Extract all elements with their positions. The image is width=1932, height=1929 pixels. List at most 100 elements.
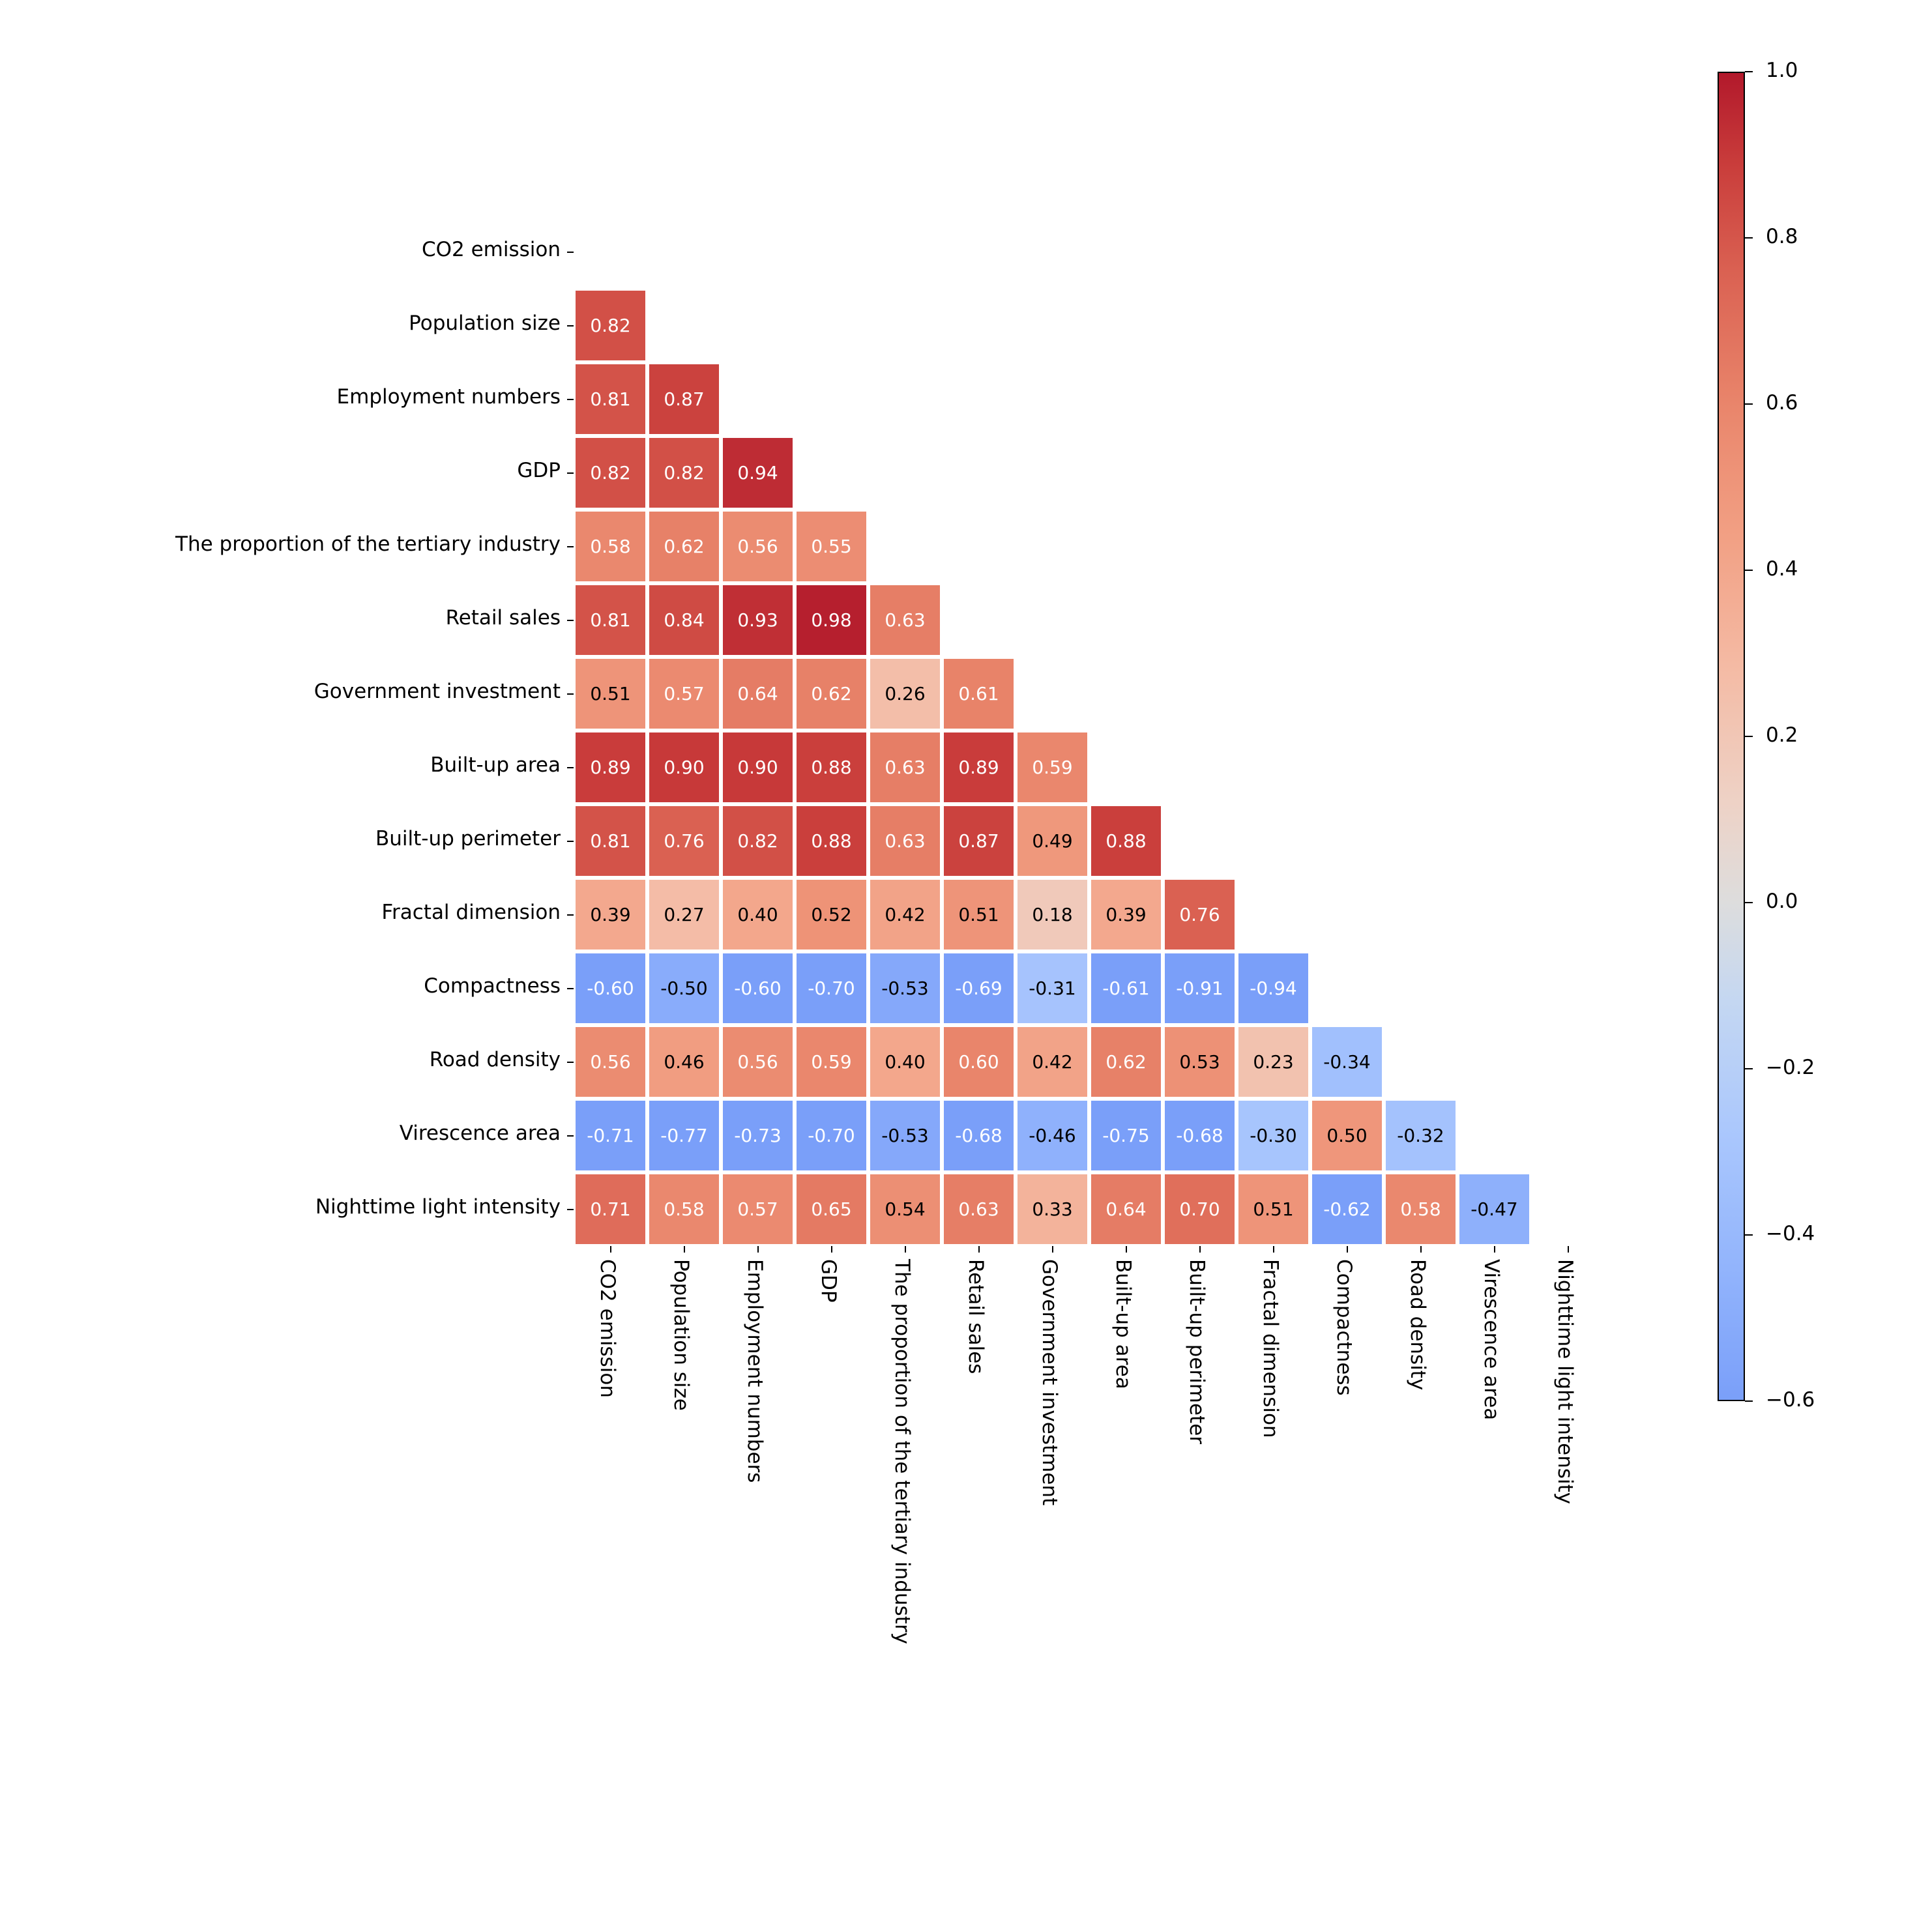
heatmap-cell-value: 0.39 xyxy=(1105,904,1146,925)
heatmap-cell-value: 0.26 xyxy=(885,683,925,704)
heatmap-cell-value: 0.90 xyxy=(664,757,704,778)
heatmap-cell: 0.60 xyxy=(942,1025,1016,1099)
heatmap-cell-value: -0.61 xyxy=(1102,978,1149,999)
heatmap-cell: -0.68 xyxy=(942,1099,1016,1172)
heatmap-cell: 0.90 xyxy=(647,731,721,804)
y-tick xyxy=(567,988,574,989)
heatmap-cell: 0.81 xyxy=(574,583,647,657)
heatmap-cell: 0.59 xyxy=(795,1025,868,1099)
x-axis-label: Employment numbers xyxy=(743,1259,767,1483)
heatmap-cell: 0.94 xyxy=(721,436,795,510)
heatmap-cell-value: 0.46 xyxy=(664,1051,704,1073)
heatmap-cell-value: 0.59 xyxy=(811,1051,851,1073)
heatmap-cell-value: 0.51 xyxy=(1253,1198,1293,1220)
heatmap-cell-value: -0.73 xyxy=(734,1125,781,1146)
y-tick xyxy=(567,1209,574,1210)
heatmap-cell-value: 0.81 xyxy=(590,830,630,852)
heatmap-cell-value: 0.93 xyxy=(737,609,778,631)
heatmap-cell-value: 0.88 xyxy=(1105,830,1146,852)
heatmap-cell: 0.46 xyxy=(647,1025,721,1099)
heatmap-cell-value: 0.49 xyxy=(1032,830,1072,852)
heatmap-cell-value: 0.42 xyxy=(885,904,925,925)
heatmap-cell: -0.70 xyxy=(795,951,868,1025)
y-tick xyxy=(567,693,574,695)
heatmap-cell: -0.32 xyxy=(1384,1099,1457,1172)
heatmap-cell: 0.93 xyxy=(721,583,795,657)
heatmap-cell-value: -0.53 xyxy=(881,1125,928,1146)
heatmap-cell: 0.81 xyxy=(574,804,647,878)
heatmap-cell: 0.64 xyxy=(1089,1172,1163,1246)
heatmap-cell-value: 0.42 xyxy=(1032,1051,1072,1073)
x-tick xyxy=(757,1246,759,1253)
heatmap-cell: -0.75 xyxy=(1089,1099,1163,1172)
x-axis-label: Population size xyxy=(669,1259,693,1411)
heatmap-cell: 0.58 xyxy=(574,510,647,583)
heatmap-cell-value: 0.94 xyxy=(737,462,778,484)
y-tick xyxy=(567,767,574,768)
heatmap-cell: -0.53 xyxy=(868,1099,942,1172)
heatmap-cell: 0.89 xyxy=(942,731,1016,804)
x-tick xyxy=(1126,1246,1127,1253)
y-axis-label: Built-up area xyxy=(430,753,561,777)
heatmap-cell-value: -0.32 xyxy=(1397,1125,1444,1146)
heatmap-cell: 0.64 xyxy=(721,657,795,731)
heatmap-cell-value: -0.34 xyxy=(1323,1051,1370,1073)
heatmap-cell: 0.82 xyxy=(574,289,647,362)
heatmap-cell: 0.56 xyxy=(721,1025,795,1099)
heatmap-cell-value: 0.98 xyxy=(811,609,851,631)
y-axis-label: Employment numbers xyxy=(337,385,561,409)
heatmap-cell: 0.87 xyxy=(647,362,721,436)
heatmap-cell-value: -0.53 xyxy=(881,978,928,999)
heatmap-cell: -0.77 xyxy=(647,1099,721,1172)
heatmap-cell: 0.52 xyxy=(795,878,868,951)
colorbar-tick-label: −0.4 xyxy=(1766,1222,1815,1245)
heatmap-cell: -0.62 xyxy=(1310,1172,1384,1246)
heatmap-cell-value: 0.39 xyxy=(590,904,630,925)
heatmap-cell-value: 0.76 xyxy=(664,830,704,852)
heatmap-cell: 0.90 xyxy=(721,731,795,804)
heatmap-cell-value: 0.89 xyxy=(958,757,999,778)
heatmap-cell: 0.39 xyxy=(574,878,647,951)
colorbar-tick-label: 0.6 xyxy=(1766,391,1798,414)
heatmap-cell-value: 0.81 xyxy=(590,609,630,631)
heatmap-cell-value: -0.71 xyxy=(587,1125,634,1146)
heatmap-cell: 0.88 xyxy=(1089,804,1163,878)
x-tick xyxy=(1420,1246,1422,1253)
x-axis-label: Built-up perimeter xyxy=(1185,1259,1208,1444)
heatmap-cell: 0.61 xyxy=(942,657,1016,731)
heatmap-cell-value: 0.64 xyxy=(1105,1198,1146,1220)
heatmap-cell-value: -0.60 xyxy=(734,978,781,999)
heatmap-cell: -0.61 xyxy=(1089,951,1163,1025)
heatmap-cell-value: 0.76 xyxy=(1179,904,1220,925)
heatmap-cell: 0.58 xyxy=(647,1172,721,1246)
y-tick xyxy=(567,914,574,916)
heatmap-cell-value: 0.62 xyxy=(811,683,851,704)
heatmap-cell: -0.47 xyxy=(1457,1172,1531,1246)
heatmap-cell: 0.33 xyxy=(1016,1172,1089,1246)
heatmap-cell: -0.31 xyxy=(1016,951,1089,1025)
heatmap-cell: 0.57 xyxy=(721,1172,795,1246)
heatmap-cell-value: -0.70 xyxy=(808,1125,855,1146)
colorbar-tick xyxy=(1745,1068,1753,1069)
heatmap-cell-value: 0.90 xyxy=(737,757,778,778)
y-axis-label: Compactness xyxy=(424,974,561,998)
heatmap-cell-value: 0.88 xyxy=(811,830,851,852)
heatmap-cell-value: 0.23 xyxy=(1253,1051,1293,1073)
heatmap-cell: 0.18 xyxy=(1016,878,1089,951)
heatmap-cell: 0.89 xyxy=(574,731,647,804)
heatmap-cell-value: 0.33 xyxy=(1032,1198,1072,1220)
colorbar-tick-label: 0.2 xyxy=(1766,723,1798,747)
heatmap-cell: -0.68 xyxy=(1163,1099,1237,1172)
colorbar-tick xyxy=(1745,1234,1753,1236)
colorbar-tick xyxy=(1745,1400,1753,1402)
heatmap-cell-value: 0.51 xyxy=(958,904,999,925)
heatmap-cell: -0.30 xyxy=(1237,1099,1310,1172)
heatmap-cell-value: 0.81 xyxy=(590,388,630,410)
heatmap-cell: 0.57 xyxy=(647,657,721,731)
heatmap-cell: 0.84 xyxy=(647,583,721,657)
heatmap-cell: 0.58 xyxy=(1384,1172,1457,1246)
heatmap-cell: 0.40 xyxy=(868,1025,942,1099)
heatmap-cell-value: 0.54 xyxy=(885,1198,925,1220)
heatmap-cell: 0.70 xyxy=(1163,1172,1237,1246)
heatmap-cell: 0.63 xyxy=(868,804,942,878)
